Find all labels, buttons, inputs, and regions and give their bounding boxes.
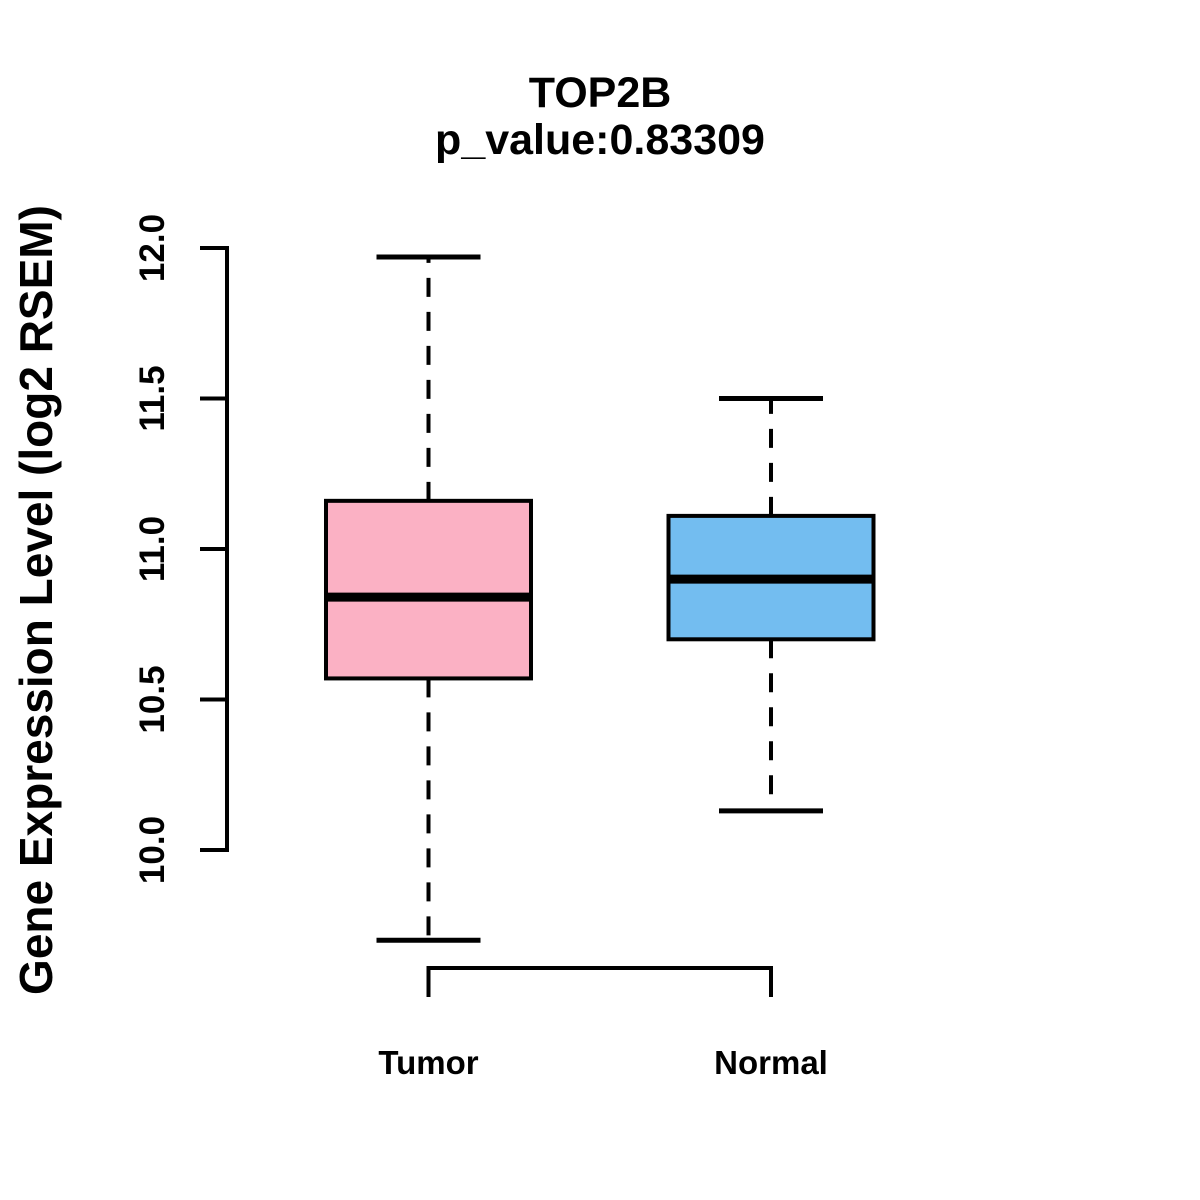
y-axis-tick-label: 11.0 (133, 516, 172, 582)
y-axis-tick-label: 11.5 (133, 365, 172, 431)
y-axis-tick-label: 10.5 (133, 665, 172, 733)
y-axis-tick-label: 12.0 (133, 214, 172, 282)
x-category-label: Tumor (378, 1044, 478, 1081)
x-axis-bracket (426, 966, 773, 997)
chart-title: TOP2B (528, 69, 672, 117)
x-category-label: Normal (714, 1044, 828, 1081)
box-tumor (324, 498, 533, 681)
chart-subtitle: p_value:0.83309 (435, 116, 765, 164)
y-axis-tick-label: 10.0 (133, 816, 172, 884)
